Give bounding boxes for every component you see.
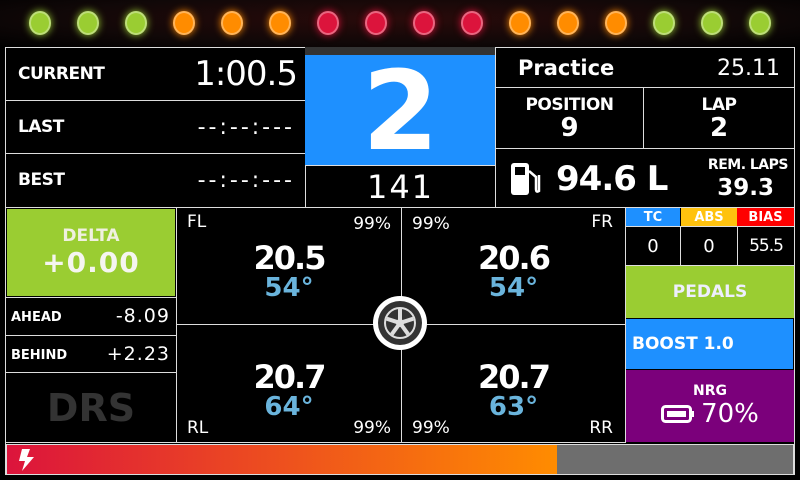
behind-value: +2.23 <box>106 343 170 365</box>
tyre-fl-pressure: 20.5 <box>253 239 327 277</box>
shift-light <box>221 11 243 35</box>
current-label: CURRENT <box>18 64 105 84</box>
abs-header: ABS <box>681 208 737 226</box>
ahead-label: AHEAD <box>11 310 62 325</box>
behind-label: BEHIND <box>11 348 68 363</box>
tyre-rl-label: RL <box>187 418 209 438</box>
shift-light <box>701 11 723 35</box>
tyre-wheel-icon <box>373 296 427 350</box>
fuel-value: 94.6 L <box>556 159 668 199</box>
current-time: 1:00.5 <box>194 54 298 94</box>
tyre-fl-label: FL <box>187 212 207 232</box>
shift-light <box>605 11 627 35</box>
rem-laps-value: 39.3 <box>717 175 774 201</box>
rpm-display: 141 <box>305 165 496 208</box>
tyre-fr: FR 99% 20.6 54° <box>401 207 626 325</box>
tc-value: 0 <box>625 226 681 266</box>
shift-light <box>461 11 483 35</box>
lightning-icon <box>19 449 34 471</box>
rpm-value: 141 <box>366 167 435 206</box>
session-row: Practice 25.11 <box>495 47 795 88</box>
nrg-box: NRG 70% <box>626 370 794 442</box>
tyre-rr: RR 99% 20.7 63° <box>401 324 626 443</box>
tyre-fr-pressure: 20.6 <box>478 239 551 277</box>
fuel-pump-icon <box>511 163 541 195</box>
shift-light <box>269 11 291 35</box>
last-time: --:--:--- <box>197 115 295 140</box>
nrg-value: 70% <box>701 399 759 429</box>
tyre-fr-label: FR <box>591 212 613 232</box>
shift-light <box>413 11 435 35</box>
tyre-rr-label: RR <box>589 418 613 438</box>
shift-light <box>557 11 579 35</box>
last-time-row: LAST --:--:--- <box>5 100 306 154</box>
position-value: 9 <box>560 113 579 143</box>
ahead-value: -8.09 <box>115 305 170 327</box>
best-label: BEST <box>18 170 65 190</box>
tc-header: TC <box>626 208 680 226</box>
drs-indicator: DRS <box>5 372 177 443</box>
shift-light <box>317 11 339 35</box>
shift-light <box>509 11 531 35</box>
nrg-label: NRG <box>693 383 727 399</box>
position-box: POSITION 9 <box>495 87 644 149</box>
tyre-rl-pressure: 20.7 <box>253 358 327 396</box>
rem-laps-label: REM. LAPS <box>707 157 789 173</box>
drs-label: DRS <box>46 385 136 430</box>
delta-box: DELTA +0.00 <box>7 209 175 296</box>
last-label: LAST <box>18 117 64 137</box>
shift-light <box>77 11 99 35</box>
current-time-row: CURRENT 1:00.5 <box>5 47 306 101</box>
tyre-rr-wear: 99% <box>412 418 450 438</box>
shift-light <box>29 11 51 35</box>
position-label: POSITION <box>525 95 614 115</box>
gear-value: 2 <box>362 46 439 175</box>
shift-light <box>125 11 147 35</box>
tyre-rl: RL 99% 20.7 64° <box>176 324 402 443</box>
shift-light <box>653 11 675 35</box>
shift-lights <box>0 0 800 47</box>
tyre-fl: FL 99% 20.5 54° <box>176 207 402 325</box>
shift-light <box>365 11 387 35</box>
tyre-rr-pressure: 20.7 <box>478 358 551 396</box>
session-time: 25.11 <box>717 56 780 81</box>
behind-row: BEHIND +2.23 <box>5 335 177 373</box>
tyre-fl-temp: 54° <box>264 273 314 303</box>
delta-value: +0.00 <box>42 246 140 279</box>
tyre-rl-wear: 99% <box>353 418 391 438</box>
boost-display: BOOST 1.0 <box>626 319 793 369</box>
tyre-fr-temp: 54° <box>488 273 539 303</box>
delta-label: DELTA <box>62 226 120 246</box>
fuel-box: 94.6 L REM. LAPS 39.3 <box>495 148 795 208</box>
best-time-row: BEST --:--:--- <box>5 153 306 208</box>
session-name: Practice <box>518 56 615 80</box>
tyre-fr-wear: 99% <box>412 214 450 234</box>
gear-display: 2 <box>305 55 496 166</box>
battery-icon <box>661 405 695 423</box>
energy-bar-fill <box>7 445 558 474</box>
shift-light <box>173 11 195 35</box>
lap-box: LAP 2 <box>643 87 795 149</box>
lap-label: LAP <box>701 95 737 115</box>
pedals-button[interactable]: PEDALS <box>626 266 794 318</box>
shift-light <box>749 11 771 35</box>
tyre-rr-temp: 63° <box>488 392 539 422</box>
tyre-fl-wear: 99% <box>353 214 391 234</box>
lap-value: 2 <box>709 113 729 143</box>
ahead-row: AHEAD -8.09 <box>5 297 177 336</box>
abs-value: 0 <box>680 226 738 266</box>
bias-value: 55.5 <box>737 226 795 266</box>
tyre-rl-temp: 64° <box>264 392 314 422</box>
bias-header: BIAS <box>737 208 794 226</box>
energy-bar <box>6 444 794 475</box>
best-time: --:--:--- <box>197 168 295 193</box>
